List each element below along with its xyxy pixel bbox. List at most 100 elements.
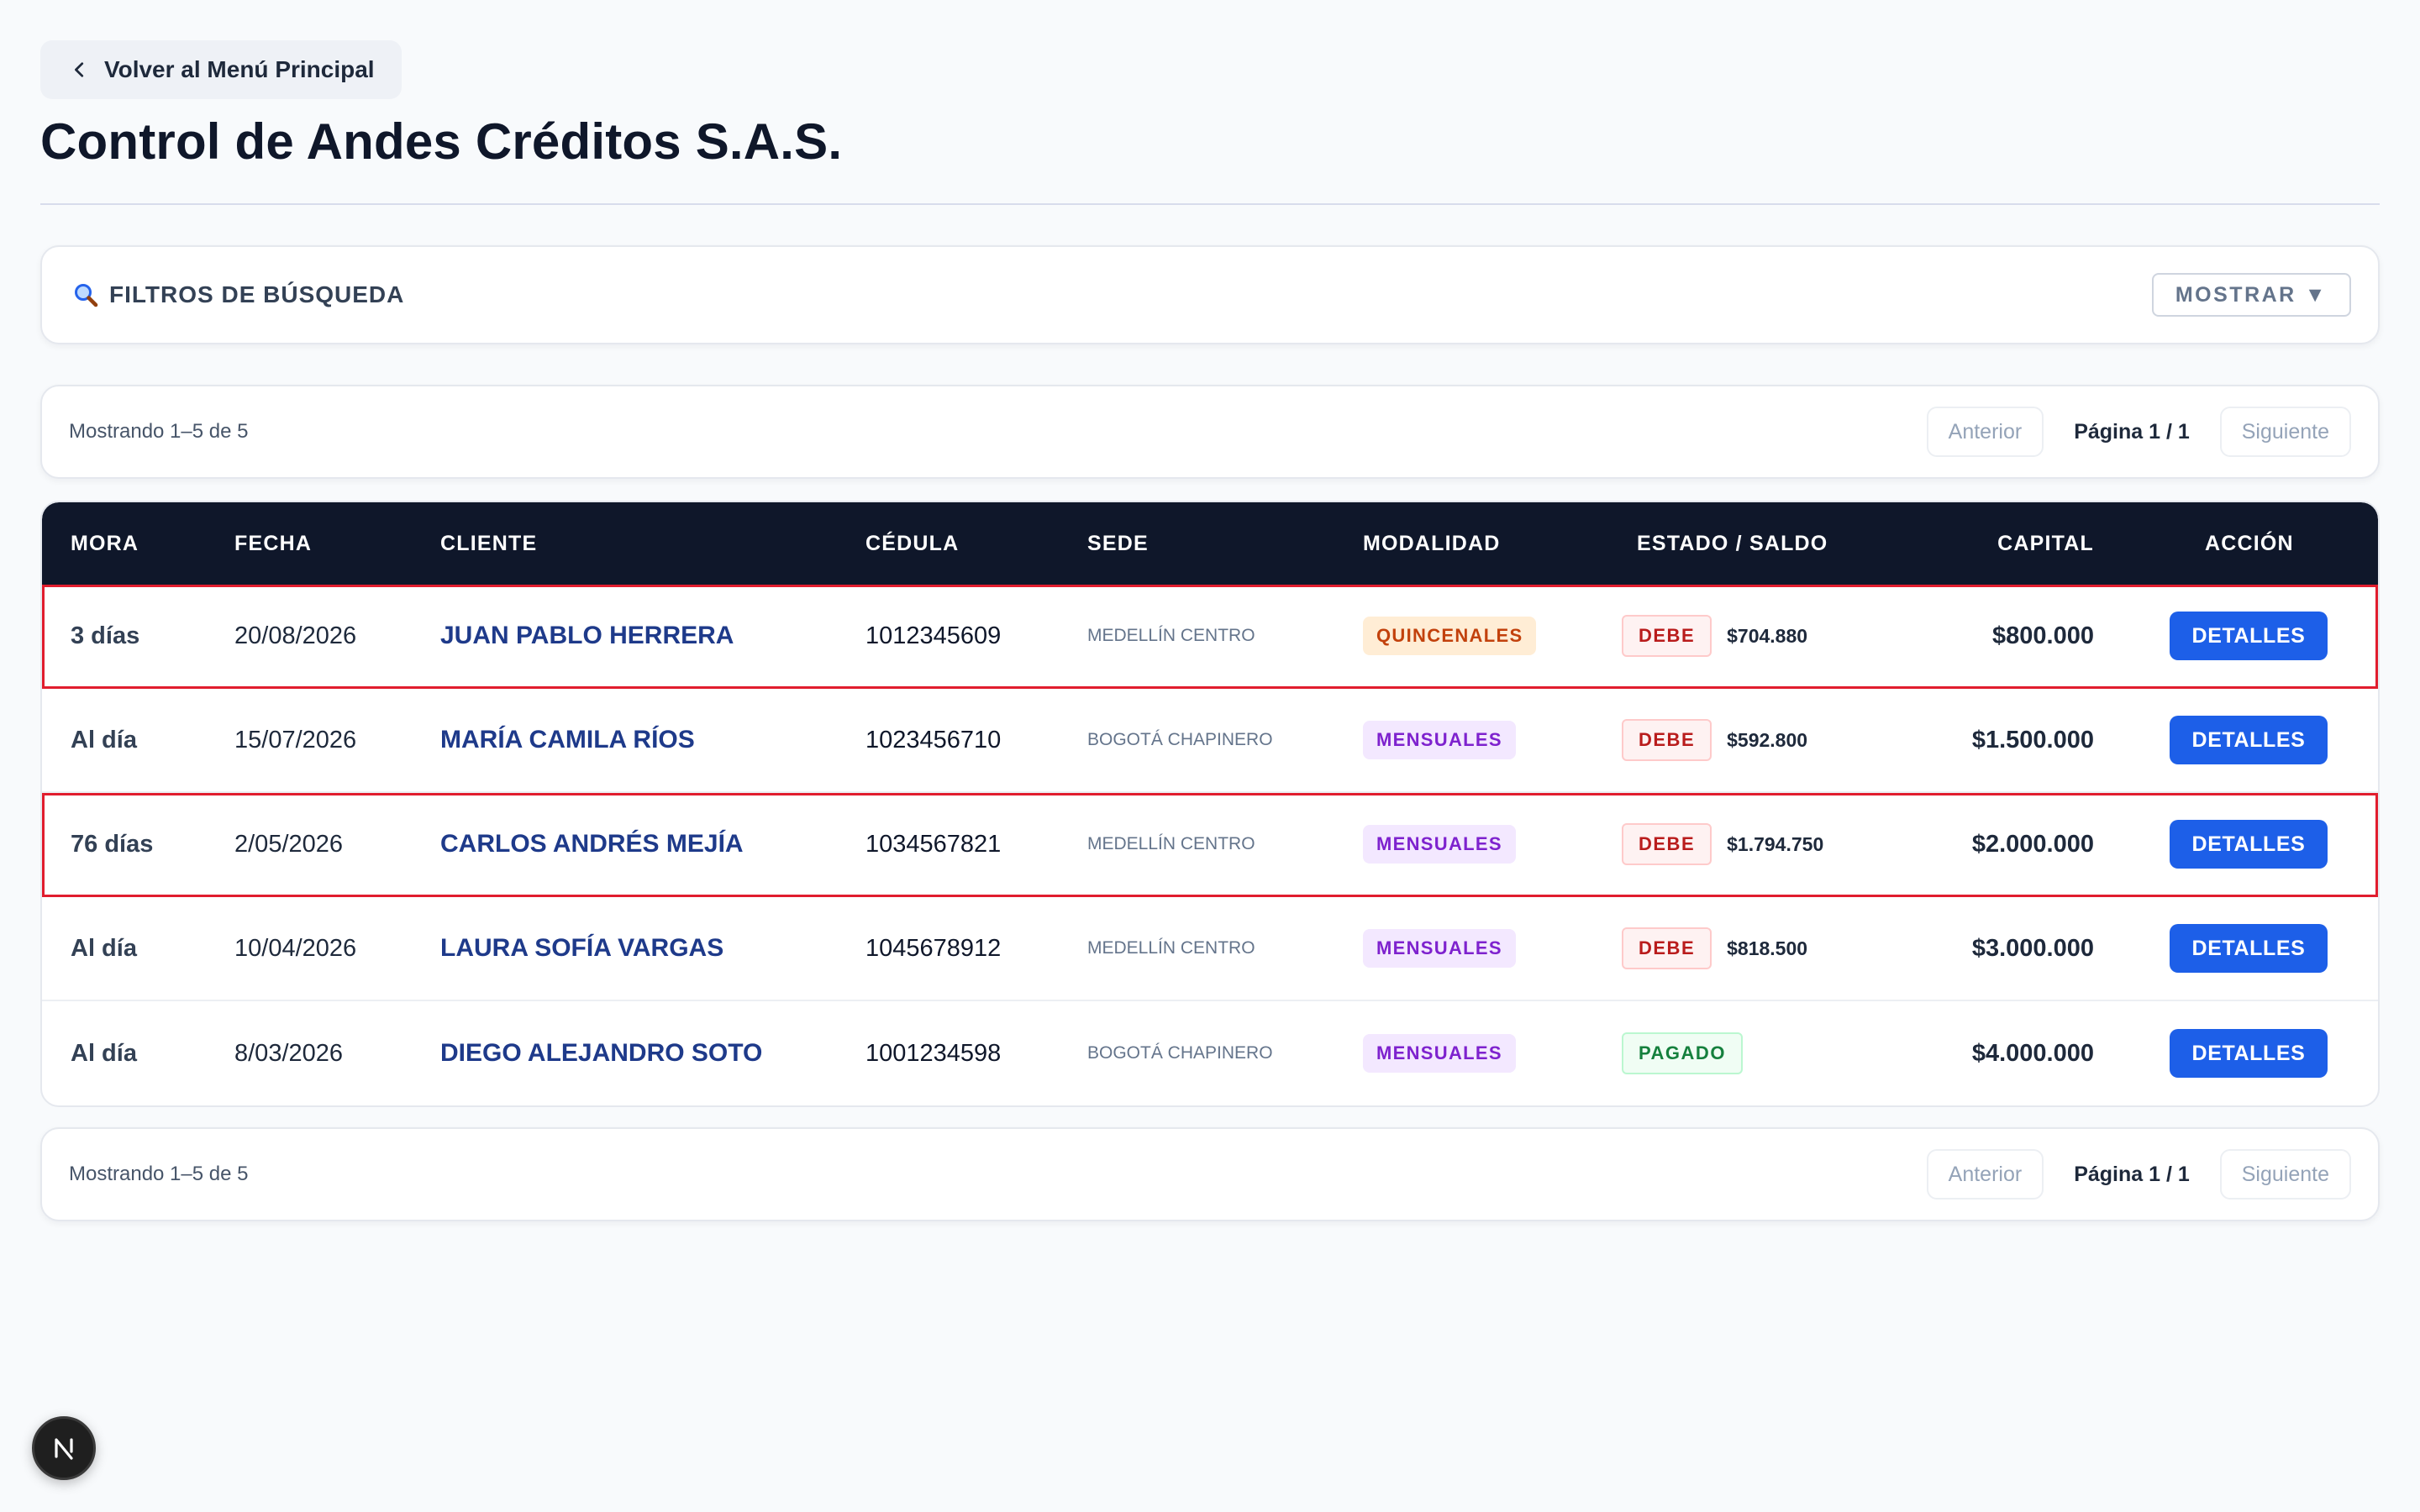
caret-down-icon: ▼ <box>2304 282 2328 307</box>
action-cell: DETALLES <box>2170 1029 2328 1078</box>
details-button[interactable]: DETALLES <box>2170 716 2328 764</box>
filters-title: FILTROS DE BÚSQUEDA <box>109 281 405 307</box>
status-badge: DEBE <box>1622 927 1712 969</box>
modalidad-cell: MENSUALES <box>1363 721 1516 759</box>
client-name-link[interactable]: CARLOS ANDRÉS MEJÍA <box>440 830 744 858</box>
saldo-value: $704.880 <box>1727 624 1808 647</box>
fecha-cell: 15/07/2026 <box>234 726 357 753</box>
pagination-top: Mostrando 1–5 de 5 Anterior Página 1 / 1… <box>40 385 2380 479</box>
sede-cell: MEDELLÍN CENTRO <box>1087 938 1255 958</box>
details-button[interactable]: DETALLES <box>2170 924 2328 973</box>
modalidad-cell: MENSUALES <box>1363 825 1516 864</box>
modalidad-badge: MENSUALES <box>1363 721 1516 759</box>
pagination-bottom: Mostrando 1–5 de 5 Anterior Página 1 / 1… <box>40 1127 2380 1221</box>
credits-table: MORA FECHA CLIENTE CÉDULA SEDE MODALIDAD… <box>40 501 2380 1107</box>
chevron-left-icon <box>75 62 84 77</box>
client-name-link[interactable]: JUAN PABLO HERRERA <box>440 622 734 649</box>
results-count: Mostrando 1–5 de 5 <box>69 420 249 443</box>
modalidad-badge: QUINCENALES <box>1363 617 1537 655</box>
estado-saldo-cell: DEBE $1.794.750 <box>1622 823 1823 865</box>
sede-cell: MEDELLÍN CENTRO <box>1087 626 1255 645</box>
next-logo-icon[interactable] <box>32 1416 96 1480</box>
cedula-cell: 1012345609 <box>865 622 1002 649</box>
header-cedula[interactable]: CÉDULA <box>865 531 960 555</box>
modalidad-badge: MENSUALES <box>1363 825 1516 864</box>
page-indicator: Página 1 / 1 <box>2074 419 2190 444</box>
action-cell: DETALLES <box>2170 820 2328 869</box>
status-badge: DEBE <box>1622 823 1712 865</box>
table-row: 3 días 20/08/2026 JUAN PABLO HERRERA 101… <box>42 585 2378 689</box>
modalidad-badge: MENSUALES <box>1363 929 1516 968</box>
title-divider <box>40 203 2380 205</box>
back-button-label: Volver al Menú Principal <box>104 56 375 82</box>
sede-cell: BOGOTÁ CHAPINERO <box>1087 1043 1273 1063</box>
action-cell: DETALLES <box>2170 716 2328 764</box>
modalidad-badge: MENSUALES <box>1363 1034 1516 1073</box>
capital-cell: $1.500.000 <box>1971 726 2094 753</box>
cedula-cell: 1045678912 <box>865 934 1002 962</box>
modalidad-cell: QUINCENALES <box>1363 617 1537 655</box>
fecha-cell: 2/05/2026 <box>234 830 344 858</box>
saldo-value: $1.794.750 <box>1727 832 1824 855</box>
mora-cell: 3 días <box>71 622 140 649</box>
show-filters-label: MOSTRAR <box>2175 282 2296 307</box>
saldo-value: $818.500 <box>1727 937 1808 959</box>
capital-cell: $800.000 <box>1992 622 2094 649</box>
header-cliente[interactable]: CLIENTE <box>440 531 538 555</box>
page-indicator: Página 1 / 1 <box>2074 1162 2190 1186</box>
details-button[interactable]: DETALLES <box>2170 612 2328 660</box>
client-name-link[interactable]: MARÍA CAMILA RÍOS <box>440 726 695 753</box>
modalidad-cell: MENSUALES <box>1363 929 1516 968</box>
modalidad-cell: MENSUALES <box>1363 1034 1516 1073</box>
header-capital[interactable]: CAPITAL <box>1997 531 2094 555</box>
table-row: Al día 15/07/2026 MARÍA CAMILA RÍOS 1023… <box>42 689 2378 793</box>
cedula-cell: 1001234598 <box>865 1039 1002 1067</box>
saldo-value: $592.800 <box>1727 728 1808 751</box>
page-container: Volver al Menú Principal Control de Ande… <box>40 40 2380 1221</box>
pagination-controls: Anterior Página 1 / 1 Siguiente <box>1926 1149 2351 1200</box>
back-to-menu-button[interactable]: Volver al Menú Principal <box>40 40 402 99</box>
results-count: Mostrando 1–5 de 5 <box>69 1163 249 1185</box>
client-name-link[interactable]: DIEGO ALEJANDRO SOTO <box>440 1039 763 1067</box>
filters-header: FILTROS DE BÚSQUEDA <box>72 281 404 308</box>
details-button[interactable]: DETALLES <box>2170 1029 2328 1078</box>
header-mora[interactable]: MORA <box>71 531 139 555</box>
header-modalidad[interactable]: MODALIDAD <box>1363 531 1501 555</box>
sede-cell: BOGOTÁ CHAPINERO <box>1087 730 1273 749</box>
details-button[interactable]: DETALLES <box>2170 820 2328 869</box>
header-fecha[interactable]: FECHA <box>234 531 313 555</box>
filters-panel: FILTROS DE BÚSQUEDA MOSTRAR ▼ <box>40 245 2380 344</box>
estado-saldo-cell: DEBE $704.880 <box>1622 615 1807 657</box>
mora-cell: 76 días <box>71 830 154 858</box>
cedula-cell: 1023456710 <box>865 726 1002 753</box>
estado-saldo-cell: DEBE $818.500 <box>1622 927 1807 969</box>
fecha-cell: 20/08/2026 <box>234 622 357 649</box>
action-cell: DETALLES <box>2170 612 2328 660</box>
page-title: Control de Andes Créditos S.A.S. <box>40 113 843 170</box>
previous-page-button[interactable]: Anterior <box>1926 407 2044 457</box>
status-badge: DEBE <box>1622 615 1712 657</box>
table-row: 76 días 2/05/2026 CARLOS ANDRÉS MEJÍA 10… <box>42 793 2378 897</box>
capital-cell: $3.000.000 <box>1971 934 2094 962</box>
next-page-button[interactable]: Siguiente <box>2219 1149 2351 1200</box>
previous-page-button[interactable]: Anterior <box>1926 1149 2044 1200</box>
header-estado-saldo[interactable]: ESTADO / SALDO <box>1637 531 1828 555</box>
fecha-cell: 8/03/2026 <box>234 1039 344 1067</box>
fecha-cell: 10/04/2026 <box>234 934 357 962</box>
header-sede[interactable]: SEDE <box>1087 531 1149 555</box>
next-logo-glyph <box>55 1438 73 1460</box>
status-badge: DEBE <box>1622 719 1712 761</box>
capital-cell: $2.000.000 <box>1971 830 2094 858</box>
show-filters-button[interactable]: MOSTRAR ▼ <box>2151 273 2351 317</box>
action-cell: DETALLES <box>2170 924 2328 973</box>
cedula-cell: 1034567821 <box>865 830 1002 858</box>
magnifier-icon <box>75 284 98 307</box>
sede-cell: MEDELLÍN CENTRO <box>1087 834 1255 853</box>
estado-saldo-cell: DEBE $592.800 <box>1622 719 1807 761</box>
mora-cell: Al día <box>71 726 137 753</box>
table-row: Al día 10/04/2026 LAURA SOFÍA VARGAS 104… <box>42 897 2378 1001</box>
mora-cell: Al día <box>71 934 137 962</box>
next-page-button[interactable]: Siguiente <box>2219 407 2351 457</box>
status-badge: PAGADO <box>1622 1032 1743 1074</box>
client-name-link[interactable]: LAURA SOFÍA VARGAS <box>440 934 724 962</box>
